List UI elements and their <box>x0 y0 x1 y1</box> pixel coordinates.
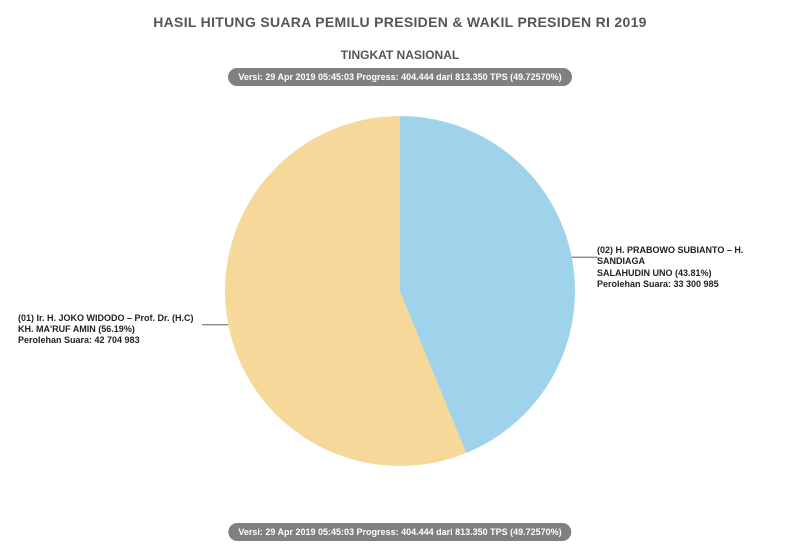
slice-01-line2: KH. MA'RUF AMIN (56.19%) <box>18 324 203 335</box>
slice-02-line2: SALAHUDIN UNO (43.81%) <box>597 268 782 279</box>
slice-label-01: (01) Ir. H. JOKO WIDODO – Prof. Dr. (H.C… <box>18 313 203 347</box>
pie-chart <box>225 116 575 466</box>
progress-pill-top: Versi: 29 Apr 2019 05:45:03 Progress: 40… <box>228 68 571 86</box>
slice-02-line3: Perolehan Suara: 33 300 985 <box>597 279 782 290</box>
progress-pill-bottom: Versi: 29 Apr 2019 05:45:03 Progress: 40… <box>228 523 571 541</box>
slice-label-02: (02) H. PRABOWO SUBIANTO – H. SANDIAGA S… <box>597 245 782 290</box>
pie-slices <box>225 116 575 466</box>
page-title: HASIL HITUNG SUARA PEMILU PRESIDEN & WAK… <box>0 14 800 30</box>
slice-01-line3: Perolehan Suara: 42 704 983 <box>18 335 203 346</box>
chart-subtitle: TINGKAT NASIONAL <box>0 48 800 62</box>
slice-01-line1: (01) Ir. H. JOKO WIDODO – Prof. Dr. (H.C… <box>18 313 203 324</box>
slice-02-line1: (02) H. PRABOWO SUBIANTO – H. SANDIAGA <box>597 245 782 268</box>
